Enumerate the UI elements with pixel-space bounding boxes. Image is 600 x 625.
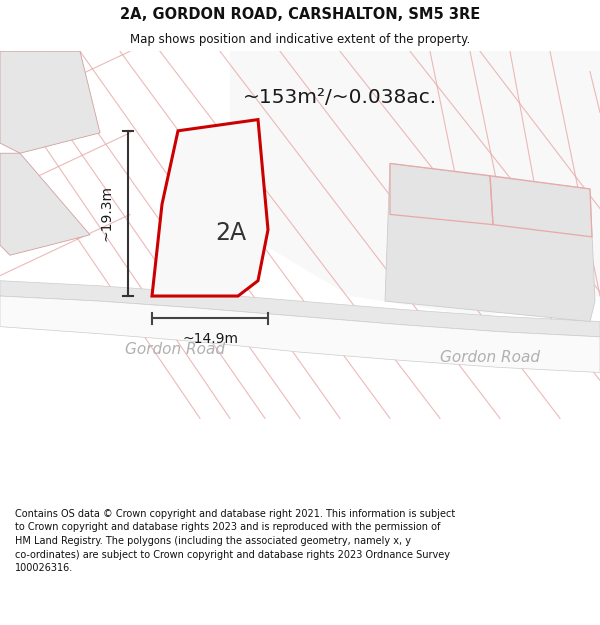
Polygon shape	[0, 281, 600, 337]
Polygon shape	[0, 296, 600, 372]
Polygon shape	[0, 51, 100, 153]
Text: ~153m²/~0.038ac.: ~153m²/~0.038ac.	[243, 88, 437, 107]
Text: Gordon Road: Gordon Road	[440, 350, 540, 365]
Polygon shape	[152, 119, 268, 296]
Polygon shape	[0, 153, 90, 255]
Polygon shape	[230, 51, 600, 316]
Text: Gordon Road: Gordon Road	[125, 341, 225, 356]
Text: Map shows position and indicative extent of the property.: Map shows position and indicative extent…	[130, 34, 470, 46]
Polygon shape	[385, 164, 595, 321]
Text: Contains OS data © Crown copyright and database right 2021. This information is : Contains OS data © Crown copyright and d…	[15, 509, 455, 573]
Text: 2A, GORDON ROAD, CARSHALTON, SM5 3RE: 2A, GORDON ROAD, CARSHALTON, SM5 3RE	[120, 7, 480, 22]
Text: ~14.9m: ~14.9m	[182, 332, 238, 346]
Text: ~19.3m: ~19.3m	[99, 186, 113, 241]
Text: 2A: 2A	[216, 221, 247, 244]
